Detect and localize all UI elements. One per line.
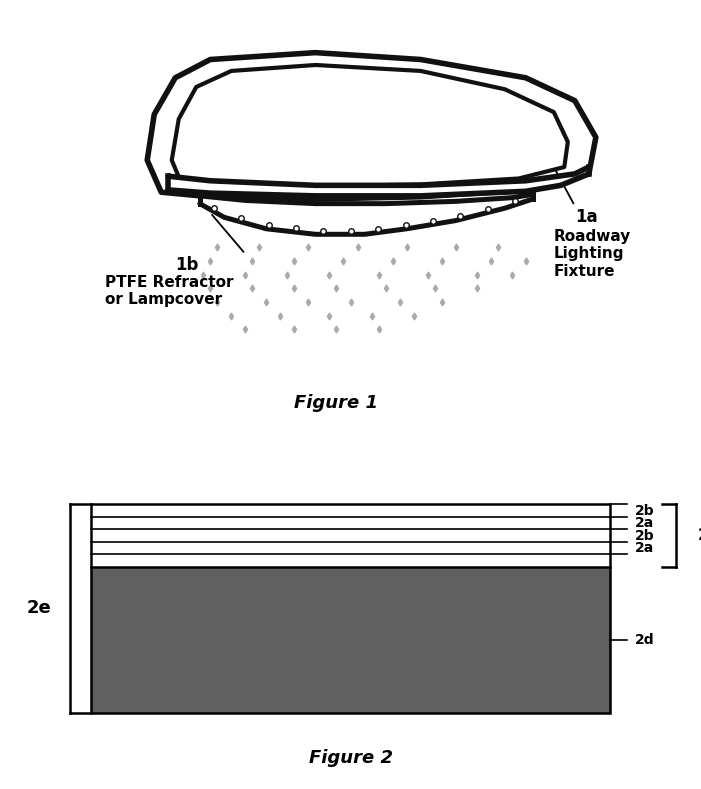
Text: 2d: 2d [634, 633, 654, 647]
Text: 2b: 2b [634, 529, 654, 543]
Polygon shape [172, 65, 568, 186]
Polygon shape [200, 194, 533, 234]
Polygon shape [168, 167, 589, 196]
Text: 1a: 1a [575, 208, 597, 226]
Bar [91, 504, 610, 712]
Text: PTFE Refractor
or Lampcover: PTFE Refractor or Lampcover [105, 275, 233, 307]
Polygon shape [147, 53, 596, 199]
Text: 2a: 2a [634, 541, 653, 555]
Text: Figure 2: Figure 2 [308, 749, 393, 767]
Text: Figure 1: Figure 1 [294, 394, 379, 412]
Bar [91, 504, 610, 567]
Text: 2e: 2e [26, 600, 51, 618]
Bar [91, 567, 610, 712]
Text: 2a: 2a [634, 516, 653, 530]
Text: Roadway
Lighting
Fixture: Roadway Lighting Fixture [554, 229, 631, 279]
Text: 1b: 1b [175, 256, 198, 275]
Text: 2c: 2c [697, 528, 701, 543]
Text: 2b: 2b [634, 503, 654, 518]
